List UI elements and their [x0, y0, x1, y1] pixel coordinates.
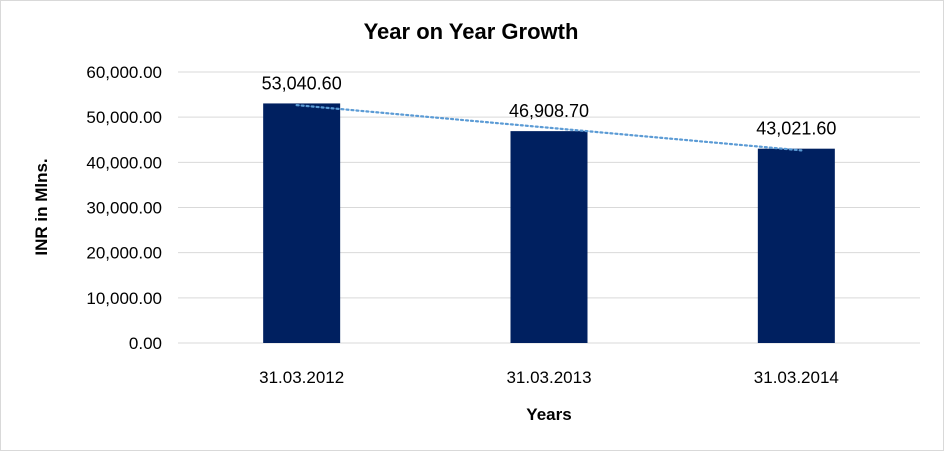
- x-tick-label: 31.03.2013: [506, 368, 591, 387]
- y-tick-label: 20,000.00: [86, 244, 162, 263]
- data-label: 46,908.70: [509, 101, 589, 121]
- x-tick-label: 31.03.2012: [259, 368, 344, 387]
- y-tick-label: 50,000.00: [86, 108, 162, 127]
- x-axis-ticks: 31.03.2012 31.03.2013 31.03.2014: [259, 368, 839, 387]
- y-tick-label: 0.00: [129, 334, 162, 353]
- chart-title: Year on Year Growth: [364, 19, 579, 44]
- y-tick-label: 10,000.00: [86, 289, 162, 308]
- y-tick-label: 60,000.00: [86, 63, 162, 82]
- y-axis-title: INR in Mlns.: [32, 158, 51, 255]
- bar: [757, 148, 835, 343]
- x-axis-title: Years: [526, 405, 571, 424]
- y-tick-label: 30,000.00: [86, 199, 162, 218]
- y-axis-ticks: 0.00 10,000.00 20,000.00 30,000.00 40,000.00…: [86, 63, 162, 353]
- bar: [263, 103, 341, 343]
- data-label: 43,021.60: [756, 119, 836, 139]
- y-tick-label: 40,000.00: [86, 153, 162, 172]
- trendline-line: [295, 104, 803, 152]
- data-label: 53,040.60: [262, 73, 342, 93]
- trendline: [295, 104, 803, 152]
- bars: [263, 103, 835, 343]
- bar: [510, 131, 588, 343]
- data-labels: 53,040.60 46,908.70 43,021.60: [262, 73, 837, 138]
- x-tick-label: 31.03.2014: [754, 368, 839, 387]
